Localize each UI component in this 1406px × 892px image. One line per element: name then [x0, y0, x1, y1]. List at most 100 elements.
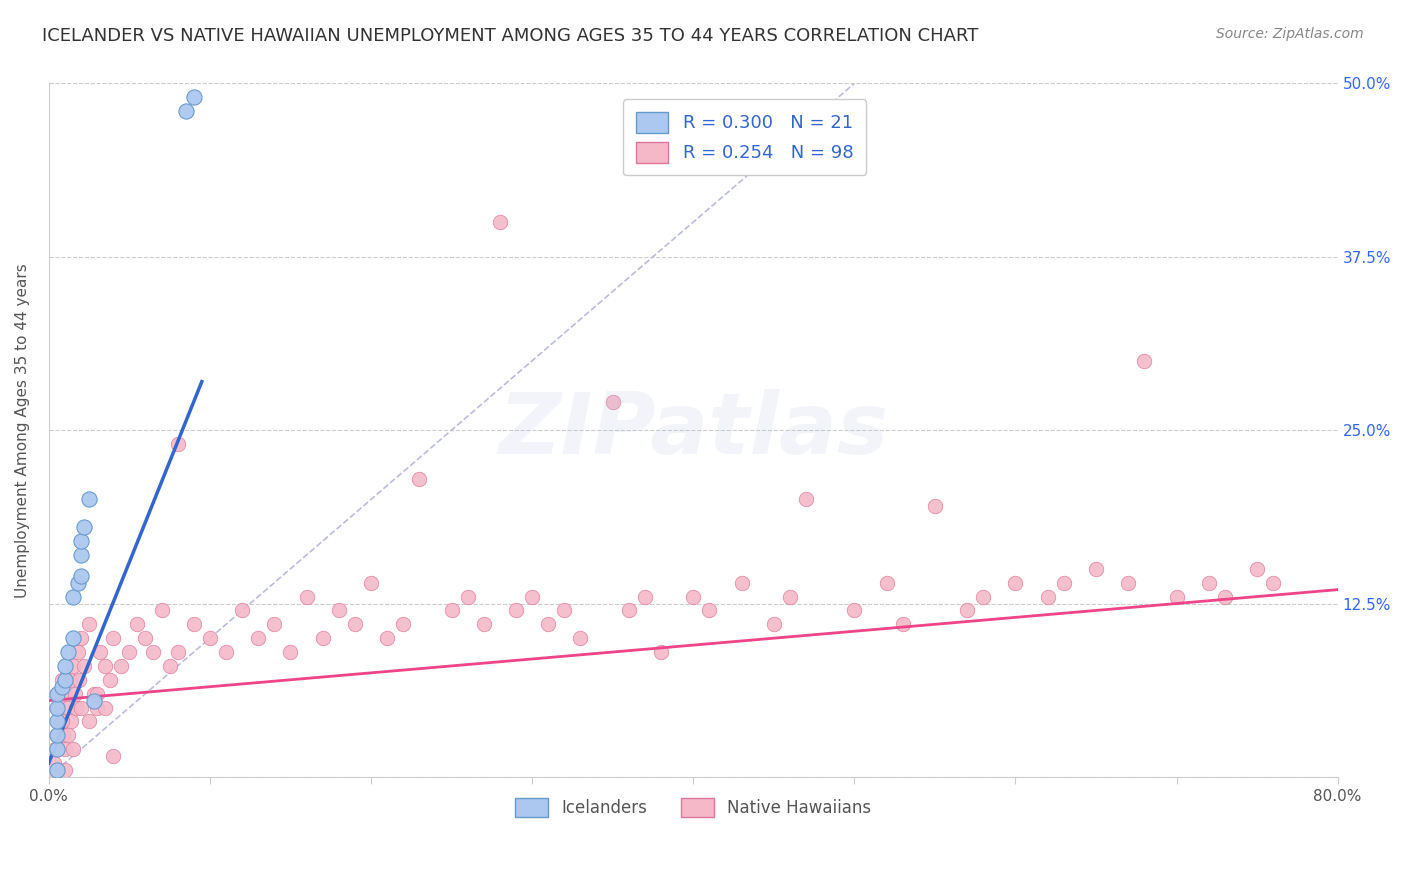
Text: ZIPatlas: ZIPatlas: [498, 389, 889, 472]
Point: [45, 687, 67, 701]
Point: [45, 728, 67, 742]
Point: [94, 659, 117, 673]
Point: [127, 617, 149, 632]
Point: [89, 645, 111, 659]
Point: [103, 631, 125, 645]
Point: [891, 617, 914, 632]
Point: [65, 700, 87, 714]
Point: [343, 617, 366, 632]
Point: [73, 659, 96, 673]
Point: [110, 659, 132, 673]
Point: [66, 645, 89, 659]
Point: [311, 631, 333, 645]
Point: [70, 534, 93, 549]
Point: [45, 700, 67, 714]
Point: [472, 617, 495, 632]
Point: [392, 617, 415, 632]
Point: [51, 680, 73, 694]
Point: [408, 472, 430, 486]
Point: [1004, 575, 1026, 590]
Point: [617, 603, 640, 617]
Point: [51, 714, 73, 729]
Point: [553, 603, 575, 617]
Point: [51, 673, 73, 687]
Point: [794, 492, 817, 507]
Point: [537, 617, 560, 632]
Point: [956, 603, 979, 617]
Point: [1084, 562, 1107, 576]
Point: [682, 590, 704, 604]
Point: [972, 590, 994, 604]
Point: [263, 617, 285, 632]
Point: [42, 756, 65, 770]
Point: [45, 714, 67, 729]
Point: [73, 520, 96, 534]
Point: [924, 500, 946, 514]
Point: [650, 645, 672, 659]
Point: [45, 742, 67, 756]
Point: [520, 590, 543, 604]
Point: [48, 700, 70, 714]
Point: [328, 603, 350, 617]
Point: [60, 714, 83, 729]
Point: [62, 659, 84, 673]
Point: [489, 215, 512, 229]
Point: [52, 728, 75, 742]
Point: [63, 687, 86, 701]
Point: [86, 687, 108, 701]
Point: [70, 631, 93, 645]
Point: [45, 728, 67, 742]
Point: [41, 763, 63, 777]
Point: [166, 645, 188, 659]
Point: [70, 548, 93, 562]
Point: [360, 575, 382, 590]
Point: [77, 714, 100, 729]
Point: [56, 645, 79, 659]
Legend: Icelanders, Native Hawaiians: Icelanders, Native Hawaiians: [508, 791, 879, 824]
Point: [134, 631, 156, 645]
Point: [77, 492, 100, 507]
Point: [159, 659, 181, 673]
Point: [1213, 590, 1236, 604]
Point: [53, 742, 76, 756]
Point: [440, 603, 463, 617]
Point: [86, 700, 108, 714]
Point: [49, 714, 72, 729]
Point: [77, 617, 100, 632]
Point: [634, 590, 657, 604]
Point: [44, 742, 66, 756]
Point: [1133, 353, 1156, 368]
Point: [779, 590, 801, 604]
Point: [83, 693, 105, 707]
Point: [66, 575, 89, 590]
Point: [94, 700, 117, 714]
Point: [280, 645, 302, 659]
Point: [118, 645, 141, 659]
Point: [183, 90, 205, 104]
Y-axis label: Unemployment Among Ages 35 to 44 years: Unemployment Among Ages 35 to 44 years: [15, 263, 30, 598]
Point: [569, 631, 592, 645]
Point: [844, 603, 866, 617]
Point: [602, 395, 624, 409]
Text: ICELANDER VS NATIVE HAWAIIAN UNEMPLOYMENT AMONG AGES 35 TO 44 YEARS CORRELATION : ICELANDER VS NATIVE HAWAIIAN UNEMPLOYMEN…: [42, 27, 979, 45]
Point: [103, 749, 125, 764]
Point: [62, 590, 84, 604]
Point: [67, 673, 90, 687]
Point: [1036, 590, 1059, 604]
Point: [98, 673, 121, 687]
Point: [70, 700, 93, 714]
Point: [62, 631, 84, 645]
Point: [59, 673, 82, 687]
Point: [45, 763, 67, 777]
Point: [198, 631, 221, 645]
Point: [150, 603, 173, 617]
Point: [1246, 562, 1268, 576]
Point: [53, 687, 76, 701]
Point: [247, 631, 270, 645]
Point: [295, 590, 318, 604]
Point: [876, 575, 898, 590]
Point: [231, 603, 253, 617]
Point: [1263, 575, 1285, 590]
Point: [45, 687, 67, 701]
Point: [62, 742, 84, 756]
